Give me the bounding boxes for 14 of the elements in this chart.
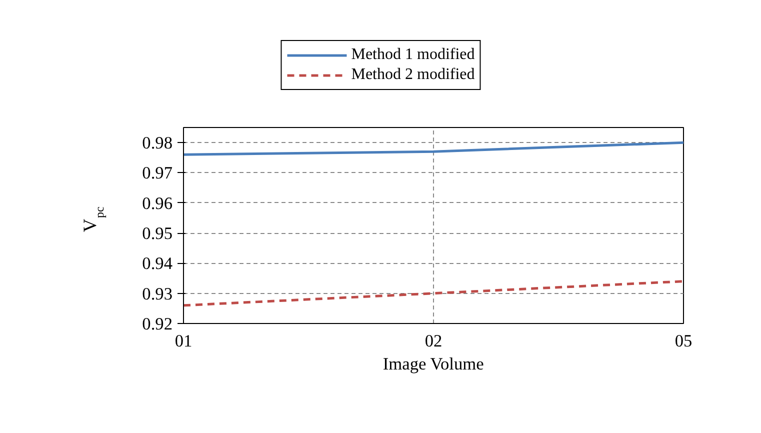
x-tick-label: 01 bbox=[174, 332, 192, 350]
y-tick-label: 0.97 bbox=[142, 164, 173, 183]
y-tick-label: 0.95 bbox=[142, 224, 173, 244]
x-tick-label: 02 bbox=[424, 332, 442, 350]
y-tick-label: 0.96 bbox=[142, 194, 173, 213]
y-tick-label: 0.98 bbox=[142, 134, 173, 153]
y-tick-label: 0.92 bbox=[142, 314, 173, 334]
legend-label: Method 1 modified bbox=[351, 46, 475, 64]
x-axis-title: Image Volume bbox=[382, 354, 484, 374]
legend-label: Method 2 modified bbox=[351, 66, 475, 84]
x-tick-label: 05 bbox=[674, 332, 692, 350]
y-tick-label: 0.94 bbox=[142, 254, 173, 274]
y-tick-label: 0.93 bbox=[142, 284, 173, 304]
y-axis-title: Vpc bbox=[80, 206, 106, 232]
